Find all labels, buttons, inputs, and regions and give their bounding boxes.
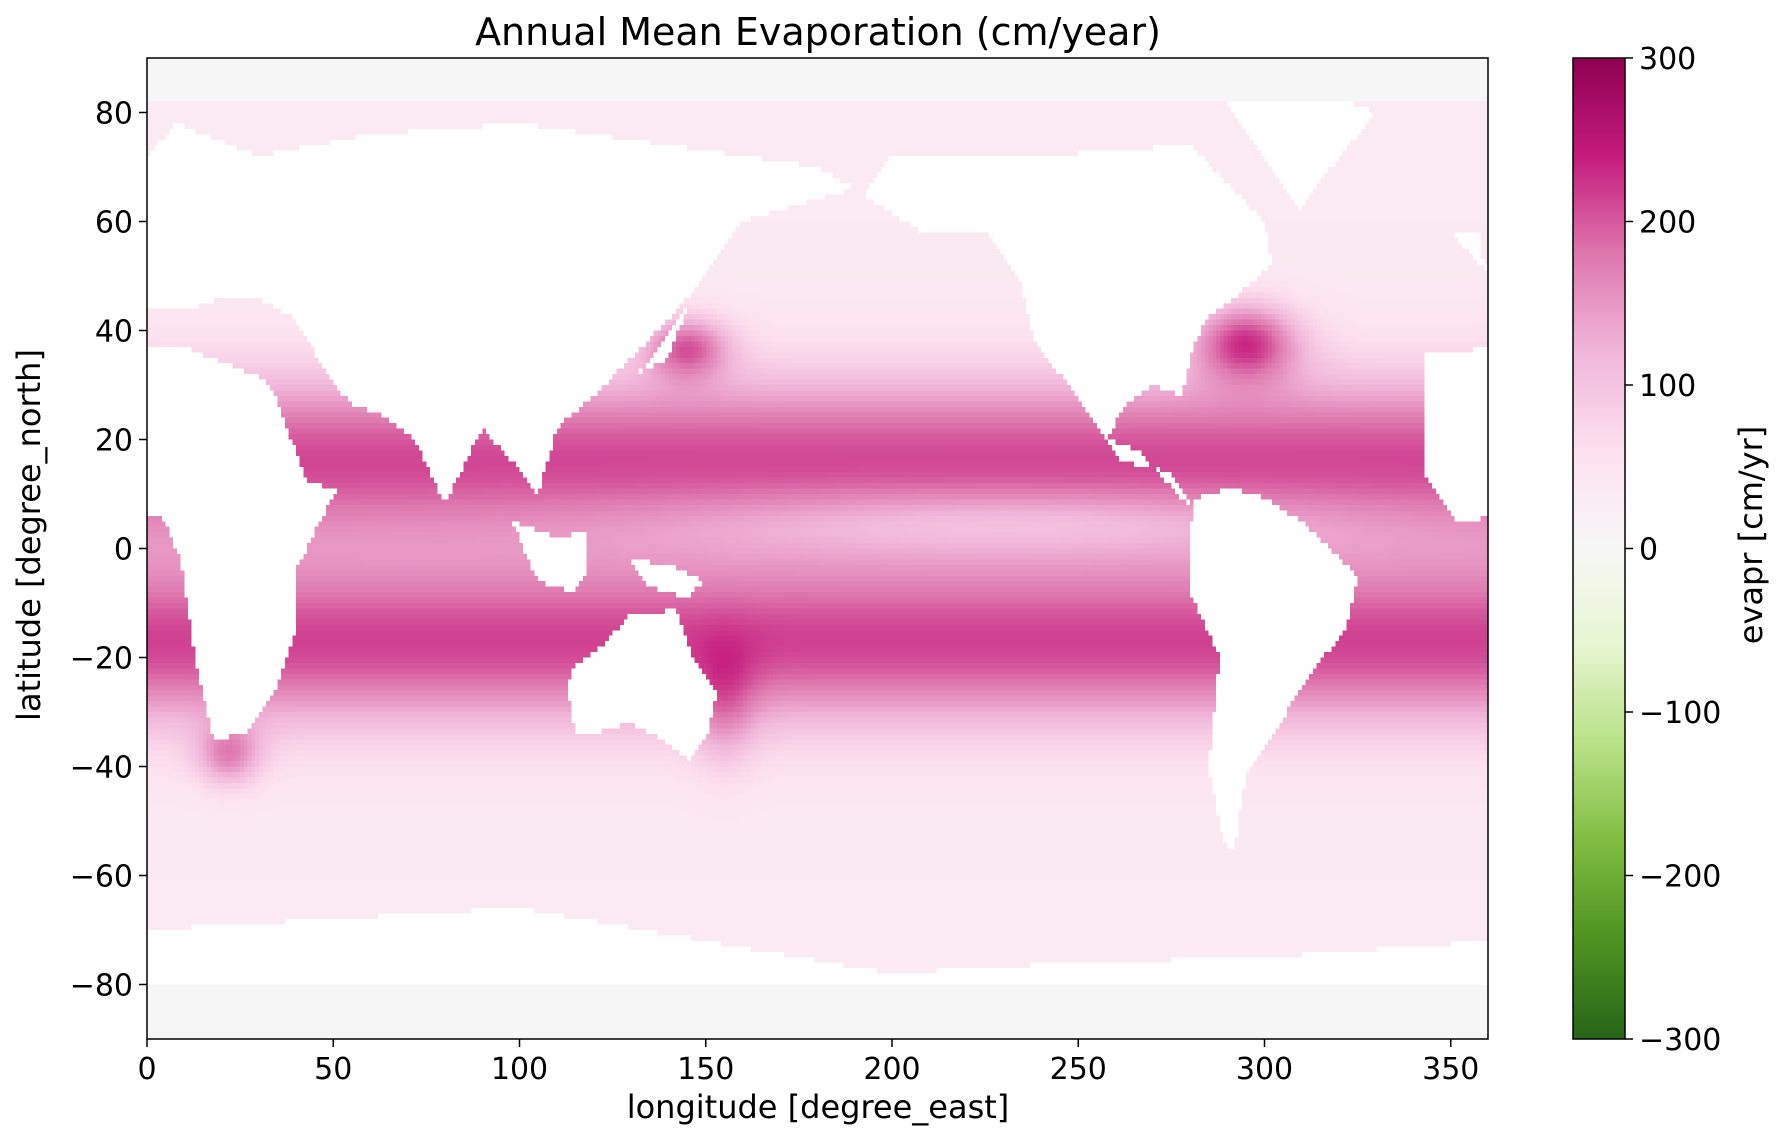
colorbar	[1572, 57, 1626, 1040]
x-tick-label: 350	[1422, 1052, 1479, 1087]
colorbar-axis: 300 200 100 0 −100 −200 −300	[1625, 42, 1721, 1058]
colorbar-tick-label: 0	[1639, 533, 1658, 568]
y-axis: 80 60 40 20 0 −20 −40 −60 −80	[70, 97, 147, 1004]
x-tick-label: 100	[491, 1052, 548, 1087]
y-tick-label: 0	[114, 533, 133, 568]
x-tick-label: 0	[137, 1052, 156, 1087]
y-tick-label: 40	[95, 315, 133, 350]
x-tick-label: 250	[1050, 1052, 1107, 1087]
x-tick-label: 200	[863, 1052, 920, 1087]
x-axis: 0 50 100 150 200 250 300 350	[137, 1039, 1479, 1087]
x-tick-label: 150	[677, 1052, 734, 1087]
y-tick-label: −60	[70, 860, 133, 895]
heatmap-cells	[147, 58, 1488, 1039]
chart-title: Annual Mean Evaporation (cm/year)	[475, 10, 1161, 54]
colorbar-tick-label: 100	[1639, 369, 1696, 404]
colorbar-tick-label: −300	[1639, 1023, 1721, 1058]
colorbar-label: evapr [cm/yr]	[1732, 426, 1770, 644]
colorbar-tick-label: 200	[1639, 206, 1696, 241]
x-tick-label: 50	[314, 1052, 352, 1087]
y-tick-label: −20	[70, 642, 133, 677]
y-tick-label: −80	[70, 969, 133, 1004]
y-axis-label: latitude [degree_north]	[10, 349, 48, 721]
y-tick-label: −40	[70, 751, 133, 786]
colorbar-tick-label: −100	[1639, 696, 1721, 731]
y-tick-label: 80	[95, 97, 133, 132]
x-tick-label: 300	[1236, 1052, 1293, 1087]
colorbar-tick-label: −200	[1639, 860, 1721, 895]
y-tick-label: 20	[95, 424, 133, 459]
plot-area	[147, 58, 1488, 1039]
x-axis-label: longitude [degree_east]	[627, 1088, 1010, 1126]
y-tick-label: 60	[95, 206, 133, 241]
colorbar-tick-label: 300	[1639, 42, 1696, 77]
